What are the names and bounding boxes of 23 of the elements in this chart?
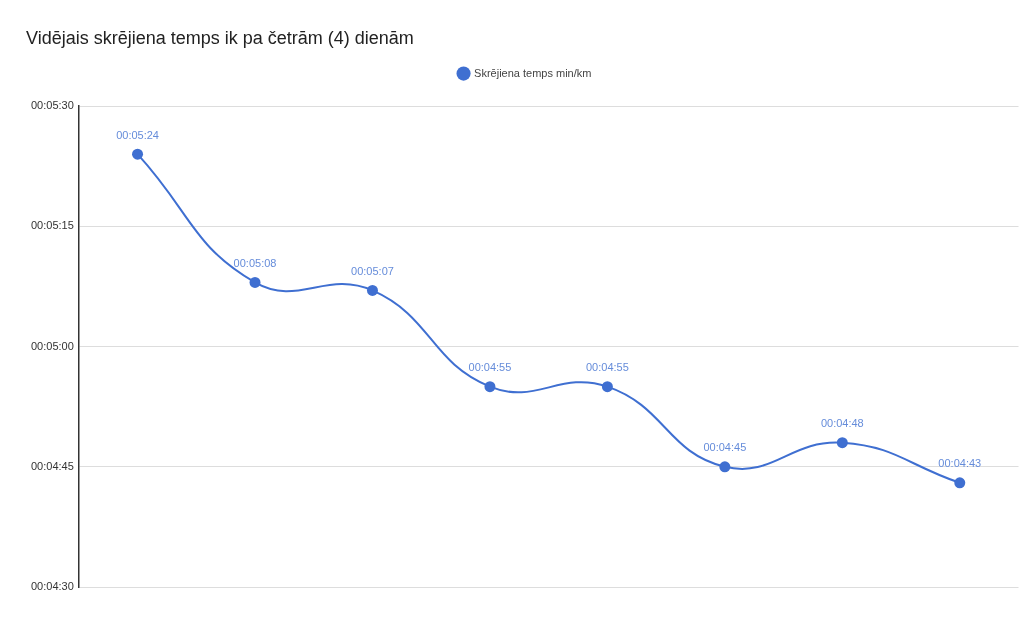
- data-label: 00:05:07: [351, 264, 394, 277]
- data-label: 00:04:43: [938, 457, 982, 470]
- data-label: 00:04:55: [468, 361, 512, 374]
- point: [366, 284, 378, 296]
- point: [719, 461, 731, 473]
- point: [132, 148, 144, 160]
- chart-title: Vidējais skrējiena temps ik pa četrām (4) dienām: [26, 27, 414, 48]
- legend-label: Skrējiena temps min/km: [474, 66, 592, 79]
- data-label: 00:05:08: [233, 256, 277, 269]
- y-tick-label: 00:04:45: [30, 459, 74, 472]
- y-tick-label: 00:05:15: [30, 219, 74, 232]
- data-label: 00:04:45: [703, 441, 747, 454]
- point: [484, 381, 496, 393]
- point: [249, 276, 261, 288]
- y-tick-label: 00:05:00: [30, 339, 74, 352]
- point: [601, 381, 613, 393]
- point: [836, 437, 848, 449]
- y-tick-label: 00:05:30: [30, 99, 74, 112]
- data-label: 00:04:55: [585, 361, 629, 374]
- data-label: 00:05:24: [116, 128, 159, 141]
- y-tick-label: 00:04:30: [30, 580, 74, 593]
- point: [954, 477, 966, 489]
- data-label: 00:04:48: [820, 417, 864, 430]
